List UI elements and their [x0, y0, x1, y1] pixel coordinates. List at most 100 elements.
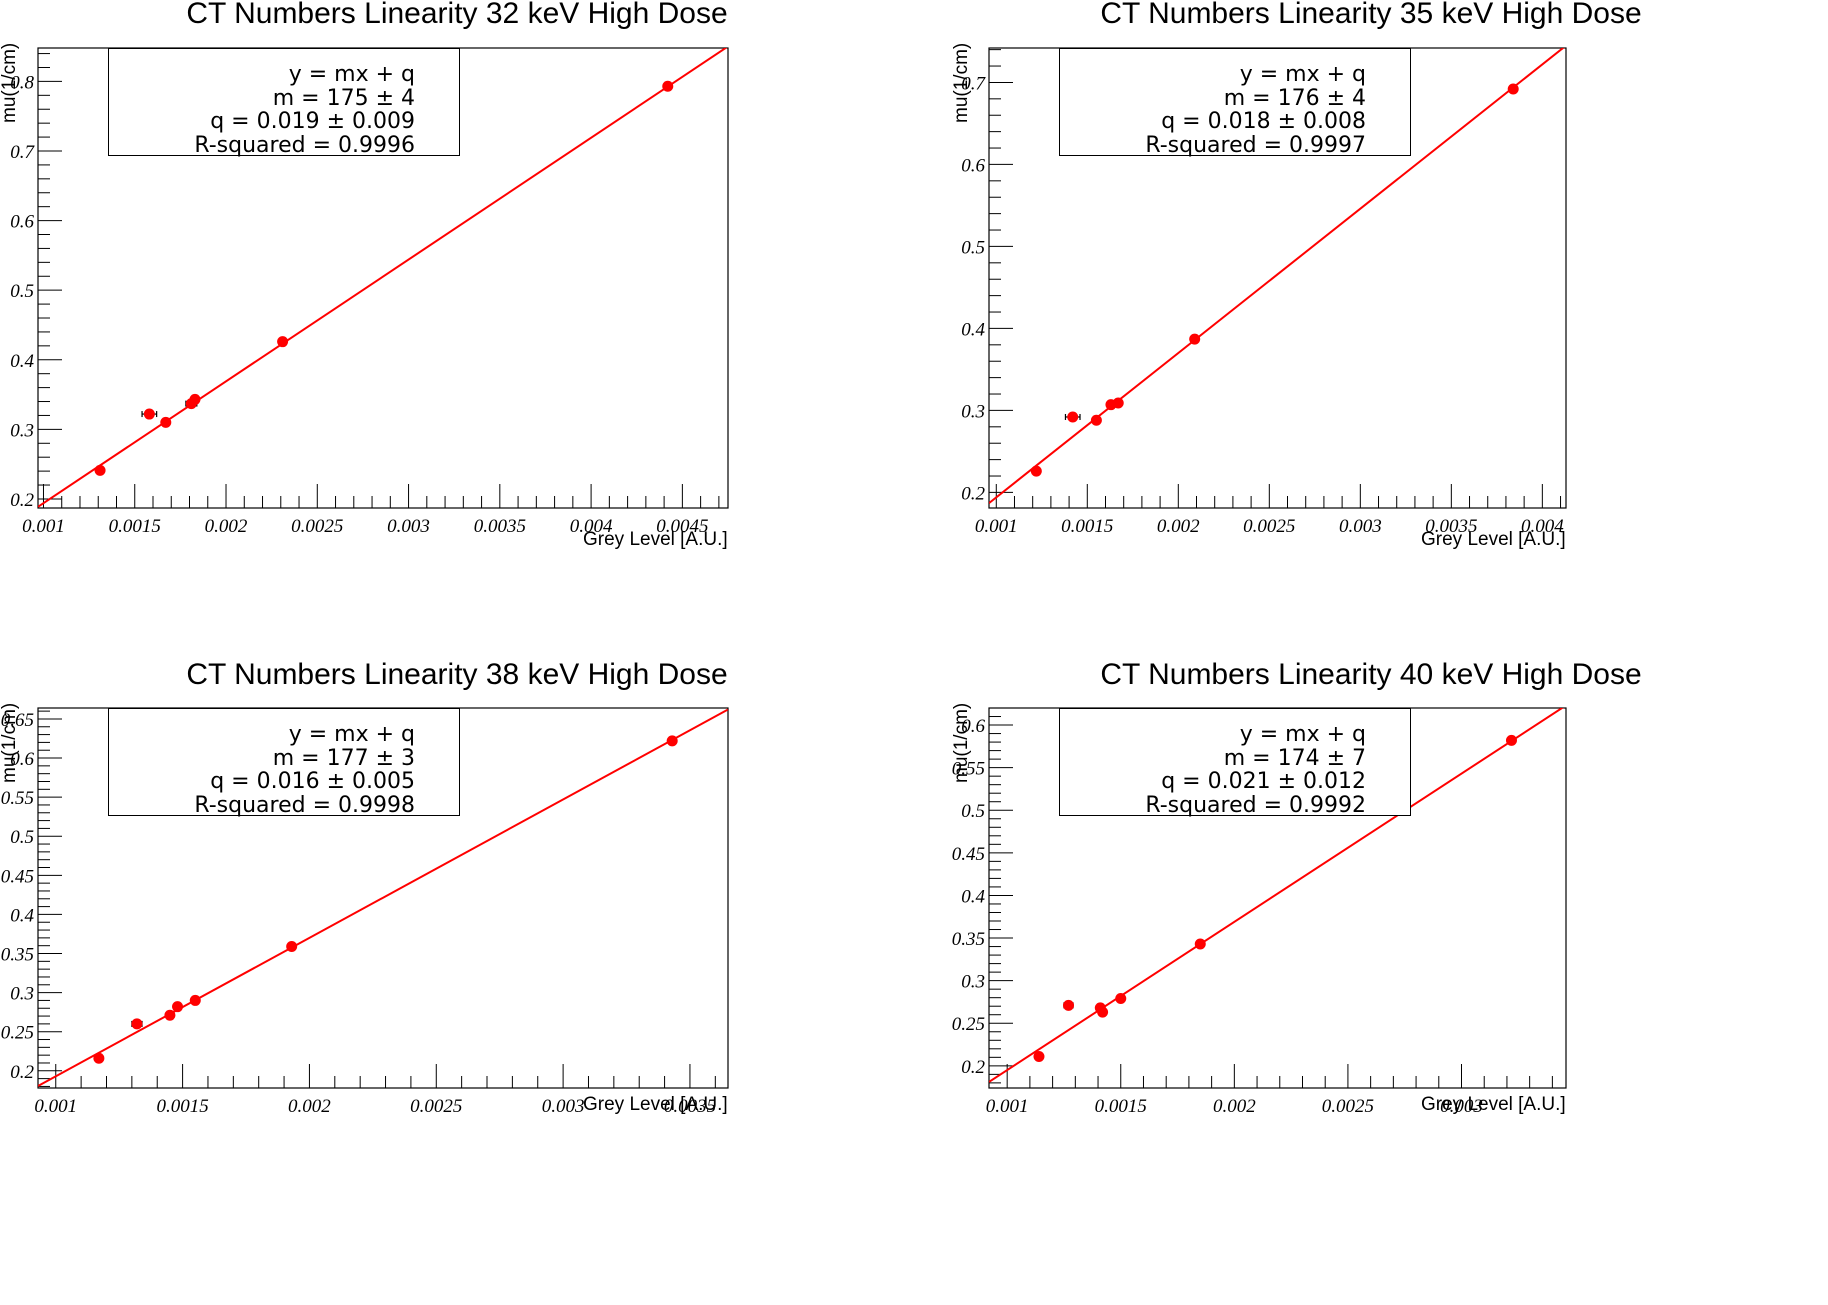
x-tick-label: 0.001	[975, 516, 1018, 537]
x-tick-label: 0.0045	[656, 516, 708, 537]
fit-line	[989, 708, 1564, 1083]
legend-r-squared: R-squared = 0.9996	[194, 132, 415, 158]
y-tick-label: 0.7	[961, 73, 986, 94]
data-point	[189, 393, 201, 405]
x-tick-label: 0.003	[1440, 1096, 1483, 1117]
fit-legend: y = mx + q m = 176 ± 4 q = 0.018 ± 0.008…	[1059, 48, 1411, 158]
y-tick-label: 0.45	[952, 844, 985, 865]
x-tick-label: 0.0015	[109, 516, 161, 537]
data-point	[94, 464, 106, 476]
y-tick-label: 0.45	[1, 866, 34, 887]
y-tick-label: 0.65	[1, 710, 34, 731]
y-tick-label: 0.2	[10, 1062, 34, 1083]
y-tick-label: 0.6	[10, 749, 34, 770]
legend-equation: y = mx + q	[1239, 62, 1366, 87]
x-tick-label: 0.002	[205, 516, 248, 537]
fit-legend: y = mx + q m = 177 ± 3 q = 0.016 ± 0.005…	[108, 708, 460, 817]
y-tick-label: 0.6	[961, 716, 985, 737]
chart-panel-38kev: CT Numbers Linearity 38 keV High Dose 0.…	[0, 650, 914, 1305]
data-point	[1194, 938, 1206, 950]
data-point	[1033, 1050, 1045, 1062]
fit-legend: y = mx + q m = 174 ± 7 q = 0.021 ± 0.012…	[1059, 708, 1411, 817]
data-point	[1097, 1006, 1109, 1018]
y-tick-label: 0.6	[961, 155, 985, 176]
plot-area: 0.001 0.0015 0.002 0.0025 0.003 0.0035 0.004 0.…	[10, 47, 729, 537]
data-point	[131, 1018, 143, 1030]
y-tick-label: 0.25	[1, 1023, 34, 1044]
x-tick-label: 0.002	[1157, 516, 1200, 537]
y-tick-label: 0.55	[952, 759, 985, 780]
x-tick-label: 0.0025	[1322, 1096, 1374, 1117]
chart-title: CT Numbers Linearity 35 keV High Dose	[1100, 0, 1642, 30]
y-tick-label: 0.8	[10, 72, 34, 93]
data-point	[172, 1001, 184, 1013]
axes: 0.001 0.0015 0.002 0.0025 0.003 0.2 0.25 0.3 0.3…	[952, 707, 1567, 1117]
x-tick-label: 0.0035	[1425, 516, 1477, 537]
y-tick-label: 0.3	[10, 984, 34, 1005]
legend-equation: y = mx + q	[1239, 722, 1366, 747]
legend-slope: m = 177 ± 3	[272, 745, 415, 771]
x-tick-label: 0.0035	[664, 1096, 716, 1117]
y-tick-label: 0.35	[952, 929, 985, 950]
axes: 0.001 0.0015 0.002 0.0025 0.003 0.0035 0.004 0.…	[961, 47, 1567, 537]
data-point	[1505, 734, 1517, 746]
chart-title: CT Numbers Linearity 38 keV High Dose	[186, 658, 728, 691]
data-point	[1112, 397, 1124, 409]
x-axis-label: Grey Level [A.U.]	[1421, 529, 1566, 550]
legend-slope: m = 175 ± 4	[272, 85, 415, 111]
data-point	[1090, 414, 1102, 426]
y-tick-label: 0.6	[10, 212, 34, 233]
y-tick-label: 0.7	[10, 142, 35, 163]
y-tick-label: 0.35	[1, 945, 34, 966]
data-point	[160, 416, 172, 428]
chart-title: CT Numbers Linearity 40 keV High Dose	[1100, 658, 1642, 691]
x-axis-label: Grey Level [A.U.]	[583, 529, 728, 550]
chart-panel-35kev: CT Numbers Linearity 35 keV High Dose 0.…	[914, 0, 1828, 650]
x-tick-label: 0.0015	[1095, 1096, 1147, 1117]
x-tick-label: 0.003	[1339, 516, 1382, 537]
legend-equation: y = mx + q	[288, 62, 415, 87]
y-tick-label: 0.5	[961, 801, 985, 822]
y-axis-label: mu(1/cm)	[951, 42, 972, 123]
fit-legend: y = mx + q m = 175 ± 4 q = 0.019 ± 0.009…	[108, 48, 460, 158]
x-tick-label: 0.0015	[156, 1096, 208, 1117]
y-tick-label: 0.3	[961, 972, 985, 993]
plot-area: 0.001 0.0015 0.002 0.0025 0.003 0.0035 0.004 0.…	[961, 47, 1567, 537]
y-tick-label: 0.4	[10, 351, 34, 372]
data-point	[1030, 465, 1042, 477]
y-axis-label: mu(1/cm)	[951, 702, 972, 783]
y-tick-label: 0.4	[961, 886, 985, 907]
y-tick-label: 0.3	[961, 401, 985, 422]
plot-area: 0.001 0.0015 0.002 0.0025 0.003 0.0035 0.2 0.25…	[1, 707, 729, 1117]
x-tick-label: 0.002	[288, 1096, 331, 1117]
axes: 0.001 0.0015 0.002 0.0025 0.003 0.0035 0.2 0.25…	[1, 707, 729, 1117]
y-tick-label: 0.5	[961, 237, 985, 258]
legend-r-squared: R-squared = 0.9997	[1145, 132, 1366, 158]
plot-area: 0.001 0.0015 0.002 0.0025 0.003 0.2 0.25 0.3 0.3…	[952, 707, 1567, 1117]
data-point	[143, 408, 155, 420]
data-point	[164, 1009, 176, 1021]
data-point	[286, 940, 298, 952]
y-tick-label: 0.3	[10, 420, 34, 441]
data-point	[666, 735, 678, 747]
x-axis-label: Grey Level [A.U.]	[583, 1094, 728, 1115]
data-point	[189, 994, 201, 1006]
legend-intercept: q = 0.021 ± 0.012	[1161, 769, 1366, 794]
fit-line	[38, 48, 728, 508]
axes: 0.001 0.0015 0.002 0.0025 0.003 0.0035 0.004 0.…	[10, 47, 729, 537]
x-tick-label: 0.003	[387, 516, 430, 537]
x-tick-label: 0.0035	[474, 516, 526, 537]
y-tick-label: 0.5	[10, 281, 34, 302]
y-tick-label: 0.4	[961, 319, 985, 340]
data-point	[1063, 999, 1075, 1011]
chart-panel-40kev: CT Numbers Linearity 40 keV High Dose 0.…	[914, 650, 1828, 1305]
x-axis-label: Grey Level [A.U.]	[1421, 1094, 1566, 1115]
legend-intercept: q = 0.018 ± 0.008	[1161, 109, 1366, 134]
data-point	[1067, 411, 1079, 423]
data-point	[93, 1052, 105, 1064]
x-tick-label: 0.001	[34, 1096, 77, 1117]
data-point	[277, 336, 289, 348]
x-tick-label: 0.004	[570, 516, 613, 537]
x-tick-label: 0.0025	[410, 1096, 462, 1117]
chart-panel-32kev: CT Numbers Linearity 32 keV High Dose 0.…	[0, 0, 914, 650]
